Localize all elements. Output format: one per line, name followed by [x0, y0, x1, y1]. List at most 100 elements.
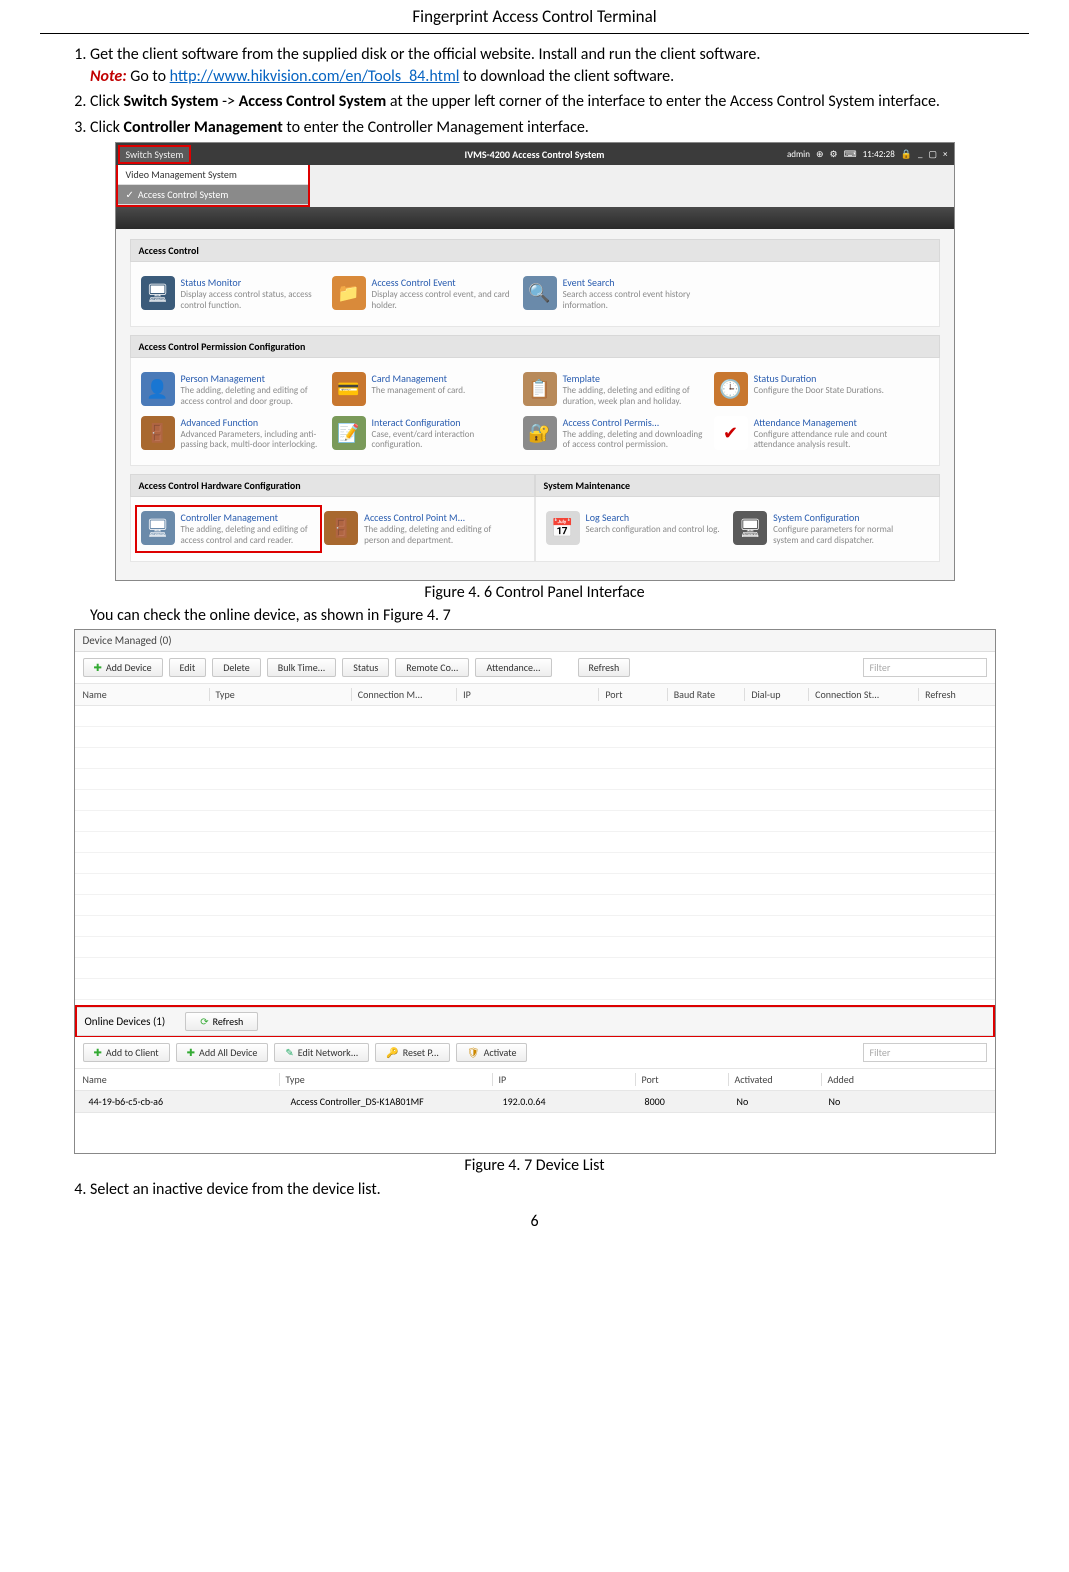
- lock-icon[interactable]: 🔒: [901, 149, 912, 160]
- tile-access-control-point-m-[interactable]: 🚪Access Control Point M...The adding, de…: [320, 507, 508, 551]
- tile-desc: Case, event/card interaction configurati…: [372, 430, 515, 452]
- tile-desc: Display access control event, and card h…: [372, 290, 515, 312]
- table-row: [75, 727, 995, 748]
- add-to-client-button[interactable]: ✚Add to Client: [83, 1043, 170, 1062]
- col-refresh[interactable]: Refresh: [918, 688, 986, 701]
- bulk-time-button[interactable]: Bulk Time...: [267, 658, 337, 677]
- col-type[interactable]: Type: [209, 688, 351, 701]
- col-name[interactable]: Name: [83, 688, 209, 701]
- tile-desc: The adding, deleting and editing of acce…: [181, 386, 324, 408]
- remote-button[interactable]: Remote Co...: [395, 658, 469, 677]
- tile-person-management[interactable]: 👤Person ManagementThe adding, deleting a…: [137, 368, 328, 412]
- app-titlebar: Switch System IVMS-4200 Access Control S…: [116, 143, 954, 165]
- tile-desc: Search configuration and control log.: [586, 525, 726, 536]
- col-added[interactable]: Added: [821, 1073, 914, 1086]
- tile-icon: 🖥: [733, 511, 767, 545]
- tile-desc: Advanced Parameters, including anti-pass…: [181, 430, 324, 452]
- table-row: [75, 706, 995, 727]
- online-devices-label: Online Devices (1): [85, 1015, 166, 1028]
- close-icon[interactable]: ×: [943, 149, 947, 160]
- table-row: [75, 874, 995, 895]
- table-row: [75, 832, 995, 853]
- online-devices-header: Online Devices (1) ⟳Refresh: [77, 1007, 993, 1036]
- tile-template[interactable]: 📋TemplateThe adding, deleting and editin…: [519, 368, 710, 412]
- table-row: [75, 811, 995, 832]
- note-pre: Go to: [127, 67, 170, 86]
- edit-network-button[interactable]: ✎Edit Network...: [274, 1043, 369, 1062]
- edit-button[interactable]: Edit: [169, 658, 207, 677]
- edit-icon: ✎: [285, 1046, 293, 1059]
- col-dial-up[interactable]: Dial-up: [744, 688, 808, 701]
- tile-interact-configuration[interactable]: 📝Interact ConfigurationCase, event/card …: [328, 412, 519, 456]
- col-port[interactable]: Port: [635, 1073, 728, 1086]
- maximize-icon[interactable]: ▢: [929, 149, 938, 160]
- row-ip: 192.0.0.64: [497, 1095, 639, 1108]
- keyboard-icon[interactable]: ⌨: [844, 149, 857, 160]
- tile-status-duration[interactable]: 🕒Status DurationConfigure the Door State…: [710, 368, 901, 412]
- col-connection-st-[interactable]: Connection St...: [808, 688, 918, 701]
- col-ip[interactable]: IP: [456, 688, 598, 701]
- tile-event-search[interactable]: 🔍Event SearchSearch access control event…: [519, 272, 710, 316]
- delete-button[interactable]: Delete: [212, 658, 261, 677]
- col-type[interactable]: Type: [279, 1073, 492, 1086]
- tile-title: Status Duration: [754, 372, 897, 385]
- col-baud-rate[interactable]: Baud Rate: [667, 688, 745, 701]
- menu-item-access[interactable]: ✓Access Control System: [118, 185, 308, 205]
- col-ip[interactable]: IP: [492, 1073, 635, 1086]
- figure-device-list: Device Managed (0) ✚Add Device Edit Dele…: [74, 629, 996, 1154]
- section-hardware-config: Access Control Hardware Configuration: [130, 474, 535, 497]
- tile-card-management[interactable]: 💳Card ManagementThe management of card.: [328, 368, 519, 412]
- step1-text: Get the client software from the supplie…: [90, 45, 760, 64]
- figure-control-panel: Switch System IVMS-4200 Access Control S…: [115, 142, 955, 580]
- step-4: Select an inactive device from the devic…: [90, 1179, 1029, 1201]
- page-number: 6: [40, 1212, 1029, 1231]
- filter-input[interactable]: Filter: [863, 658, 987, 677]
- tile-title: Attendance Management: [754, 416, 897, 429]
- tile-status-monitor[interactable]: 🖥Status MonitorDisplay access control st…: [137, 272, 328, 316]
- titlebar-right: admin ⊕ ⚙ ⌨ 11:42:28 🔒 _ ▢ ×: [787, 149, 948, 160]
- activate-button[interactable]: 🛡Activate: [456, 1043, 528, 1062]
- tile-advanced-function[interactable]: 🚪Advanced FunctionAdvanced Parameters, i…: [137, 412, 328, 456]
- reset-password-button[interactable]: 🔑Reset P...: [375, 1043, 450, 1062]
- download-link[interactable]: http://www.hikvision.com/en/Tools_84.htm…: [170, 67, 460, 86]
- refresh-icon: ⟳: [200, 1015, 208, 1028]
- online-refresh-button[interactable]: ⟳Refresh: [185, 1012, 258, 1031]
- online-filter-input[interactable]: Filter: [863, 1043, 987, 1062]
- tile-controller-management[interactable]: 🖥Controller ManagementThe adding, deleti…: [135, 505, 323, 553]
- tile-desc: Display access control status, access co…: [181, 290, 324, 312]
- col-name[interactable]: Name: [83, 1073, 279, 1086]
- tile-title: Template: [563, 372, 706, 385]
- step-2: Click Switch System -> Access Control Sy…: [90, 91, 1029, 113]
- step-1: Get the client software from the supplie…: [90, 44, 1029, 87]
- minimize-icon[interactable]: _: [918, 149, 922, 160]
- col-connection-m-[interactable]: Connection M...: [351, 688, 456, 701]
- menu-item-video[interactable]: Video Management System: [118, 165, 308, 185]
- refresh-button[interactable]: Refresh: [578, 658, 631, 677]
- globe-icon[interactable]: ⊕: [816, 149, 824, 160]
- tile-access-control-event[interactable]: 📁Access Control EventDisplay access cont…: [328, 272, 519, 316]
- note-label: Note:: [90, 67, 127, 86]
- tile-log-search[interactable]: 📅Log SearchSearch configuration and cont…: [542, 507, 730, 551]
- add-device-button[interactable]: ✚Add Device: [83, 658, 163, 677]
- online-toolbar: ✚Add to Client ✚Add All Device ✎Edit Net…: [75, 1037, 995, 1069]
- tile-access-control-permis-[interactable]: 🔐Access Control Permis...The adding, del…: [519, 412, 710, 456]
- tile-desc: Configure the Door State Durations.: [754, 386, 897, 397]
- col-activated[interactable]: Activated: [728, 1073, 821, 1086]
- row-port: 8000: [639, 1095, 731, 1108]
- gear-icon[interactable]: ⚙: [830, 149, 838, 160]
- col-port[interactable]: Port: [598, 688, 666, 701]
- section-permission-config: Access Control Permission Configuration: [130, 335, 940, 358]
- tile-system-configuration[interactable]: 🖥System ConfigurationConfigure parameter…: [729, 507, 917, 551]
- row-name: 44-19-b6-c5-cb-a6: [83, 1095, 285, 1108]
- shield-icon: 🛡: [467, 1046, 480, 1059]
- switch-system-button[interactable]: Switch System: [118, 145, 192, 164]
- tile-icon: 📅: [546, 511, 580, 545]
- table-row: [75, 769, 995, 790]
- tile-attendance-management[interactable]: ✔Attendance ManagementConfigure attendan…: [710, 412, 901, 456]
- online-device-row[interactable]: 44-19-b6-c5-cb-a6 Access Controller_DS-K…: [75, 1091, 995, 1113]
- status-button[interactable]: Status: [342, 658, 389, 677]
- attendance-button[interactable]: Attendance...: [475, 658, 551, 677]
- table-row: [75, 853, 995, 874]
- device-toolbar: ✚Add Device Edit Delete Bulk Time... Sta…: [75, 652, 995, 684]
- add-all-device-button[interactable]: ✚Add All Device: [176, 1043, 269, 1062]
